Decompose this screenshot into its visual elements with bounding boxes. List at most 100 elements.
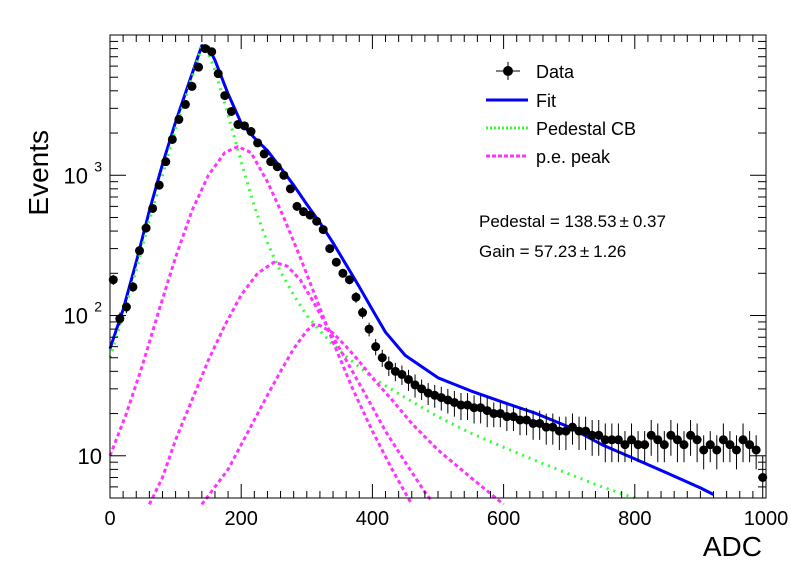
data-point bbox=[371, 339, 381, 356]
data-marker bbox=[705, 440, 715, 450]
data-point bbox=[607, 423, 617, 463]
data-point bbox=[679, 431, 689, 463]
data-point bbox=[358, 307, 368, 319]
data-marker bbox=[305, 210, 315, 220]
legend-item-fit: Fit bbox=[486, 91, 556, 111]
data-marker bbox=[174, 114, 184, 124]
data-point bbox=[705, 431, 715, 463]
data-marker bbox=[259, 149, 269, 159]
annotation-pedestal-text: Pedestal = 138.53 bbox=[479, 212, 617, 231]
data-marker bbox=[266, 157, 276, 167]
data-point bbox=[213, 69, 223, 79]
data-marker bbox=[239, 121, 249, 131]
data-point bbox=[121, 301, 131, 314]
data-point bbox=[279, 170, 289, 180]
legend-pe-label: p.e. peak bbox=[536, 147, 611, 167]
data-marker bbox=[528, 418, 538, 428]
data-point bbox=[745, 431, 755, 463]
data-marker bbox=[456, 400, 466, 410]
legend-item-data: Data bbox=[496, 62, 575, 82]
data-point bbox=[377, 349, 387, 367]
data-marker bbox=[371, 342, 381, 352]
data-point bbox=[456, 393, 466, 420]
data-marker bbox=[679, 440, 689, 450]
data-point bbox=[292, 201, 302, 211]
data-marker bbox=[620, 440, 630, 450]
data-marker bbox=[207, 47, 217, 57]
data-point bbox=[653, 423, 663, 463]
data-marker bbox=[633, 440, 643, 450]
data-point bbox=[331, 257, 341, 267]
x-axis-label: ADC bbox=[703, 531, 762, 562]
data-marker bbox=[220, 91, 230, 101]
data-point bbox=[364, 322, 374, 337]
data-point bbox=[148, 203, 158, 213]
data-marker bbox=[712, 445, 722, 455]
data-marker bbox=[686, 430, 696, 440]
data-marker bbox=[567, 422, 577, 432]
data-marker bbox=[607, 435, 617, 445]
data-point bbox=[108, 274, 118, 286]
legend-data-marker bbox=[503, 66, 513, 76]
data-point bbox=[561, 416, 571, 450]
data-point bbox=[239, 121, 249, 131]
data-point bbox=[180, 99, 190, 109]
data-marker bbox=[554, 426, 564, 436]
data-marker bbox=[731, 445, 741, 455]
data-marker bbox=[180, 99, 190, 109]
data-point bbox=[686, 419, 696, 456]
data-marker bbox=[108, 275, 118, 285]
data-point bbox=[135, 246, 145, 256]
data-marker bbox=[384, 361, 394, 371]
x-tick-label: 200 bbox=[225, 508, 258, 530]
data-point bbox=[594, 419, 604, 456]
x-tick-label: 600 bbox=[487, 508, 520, 530]
y-tick-label: 10 bbox=[64, 304, 88, 329]
data-point bbox=[751, 435, 761, 470]
data-marker bbox=[115, 314, 125, 324]
data-marker bbox=[226, 106, 236, 116]
data-marker bbox=[154, 180, 164, 190]
data-marker bbox=[469, 403, 479, 413]
data-marker bbox=[325, 244, 335, 254]
data-marker bbox=[213, 69, 223, 79]
data-marker bbox=[594, 430, 604, 440]
annotation-gain-pm: ± bbox=[580, 242, 589, 261]
data-marker bbox=[161, 157, 171, 167]
data-marker bbox=[253, 138, 263, 148]
data-point bbox=[712, 435, 722, 470]
pe-peak-curve bbox=[108, 145, 414, 506]
data-point bbox=[548, 413, 558, 445]
legend-item-pedestal-cb: Pedestal CB bbox=[486, 119, 636, 139]
data-marker bbox=[344, 275, 354, 285]
data-marker bbox=[541, 422, 551, 432]
data-point bbox=[344, 275, 354, 285]
annotation-gain-text: Gain = 57.23 bbox=[479, 242, 577, 261]
y-tick-label: 10 bbox=[64, 163, 88, 188]
data-marker bbox=[699, 445, 709, 455]
data-marker bbox=[666, 430, 676, 440]
data-marker bbox=[279, 170, 289, 180]
data-marker bbox=[246, 127, 256, 137]
data-point bbox=[554, 416, 564, 450]
data-marker bbox=[331, 257, 341, 267]
data-marker bbox=[148, 203, 158, 213]
legend-data-label: Data bbox=[536, 62, 575, 82]
data-point bbox=[167, 134, 177, 144]
data-point bbox=[659, 431, 669, 463]
annotation-pedestal-pm: ± bbox=[620, 212, 629, 231]
x-tick-label: 1000 bbox=[744, 508, 789, 530]
data-marker bbox=[653, 435, 663, 445]
data-points-layer bbox=[108, 44, 768, 498]
data-marker bbox=[403, 374, 413, 384]
data-marker bbox=[285, 184, 295, 194]
data-marker bbox=[751, 445, 761, 455]
data-marker bbox=[135, 246, 145, 256]
data-point bbox=[272, 162, 282, 172]
data-marker bbox=[377, 353, 387, 363]
data-marker bbox=[351, 292, 361, 302]
y-axis-label: Events bbox=[23, 130, 54, 216]
